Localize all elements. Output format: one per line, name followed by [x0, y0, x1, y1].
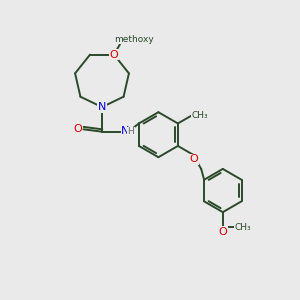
Text: H: H: [128, 128, 134, 136]
Text: methoxy: methoxy: [114, 34, 154, 43]
Text: O: O: [73, 124, 82, 134]
Text: O: O: [190, 154, 198, 164]
Text: CH₃: CH₃: [234, 223, 251, 232]
Text: O: O: [219, 227, 227, 237]
Text: N: N: [98, 102, 106, 112]
Text: N: N: [121, 126, 130, 136]
Text: CH₃: CH₃: [191, 110, 208, 119]
Text: O: O: [110, 50, 118, 60]
